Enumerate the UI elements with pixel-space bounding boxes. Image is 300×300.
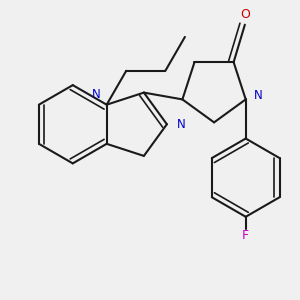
Text: O: O — [240, 8, 250, 21]
Text: N: N — [92, 88, 101, 101]
Text: N: N — [177, 118, 186, 131]
Text: F: F — [242, 229, 249, 242]
Text: N: N — [254, 89, 262, 102]
